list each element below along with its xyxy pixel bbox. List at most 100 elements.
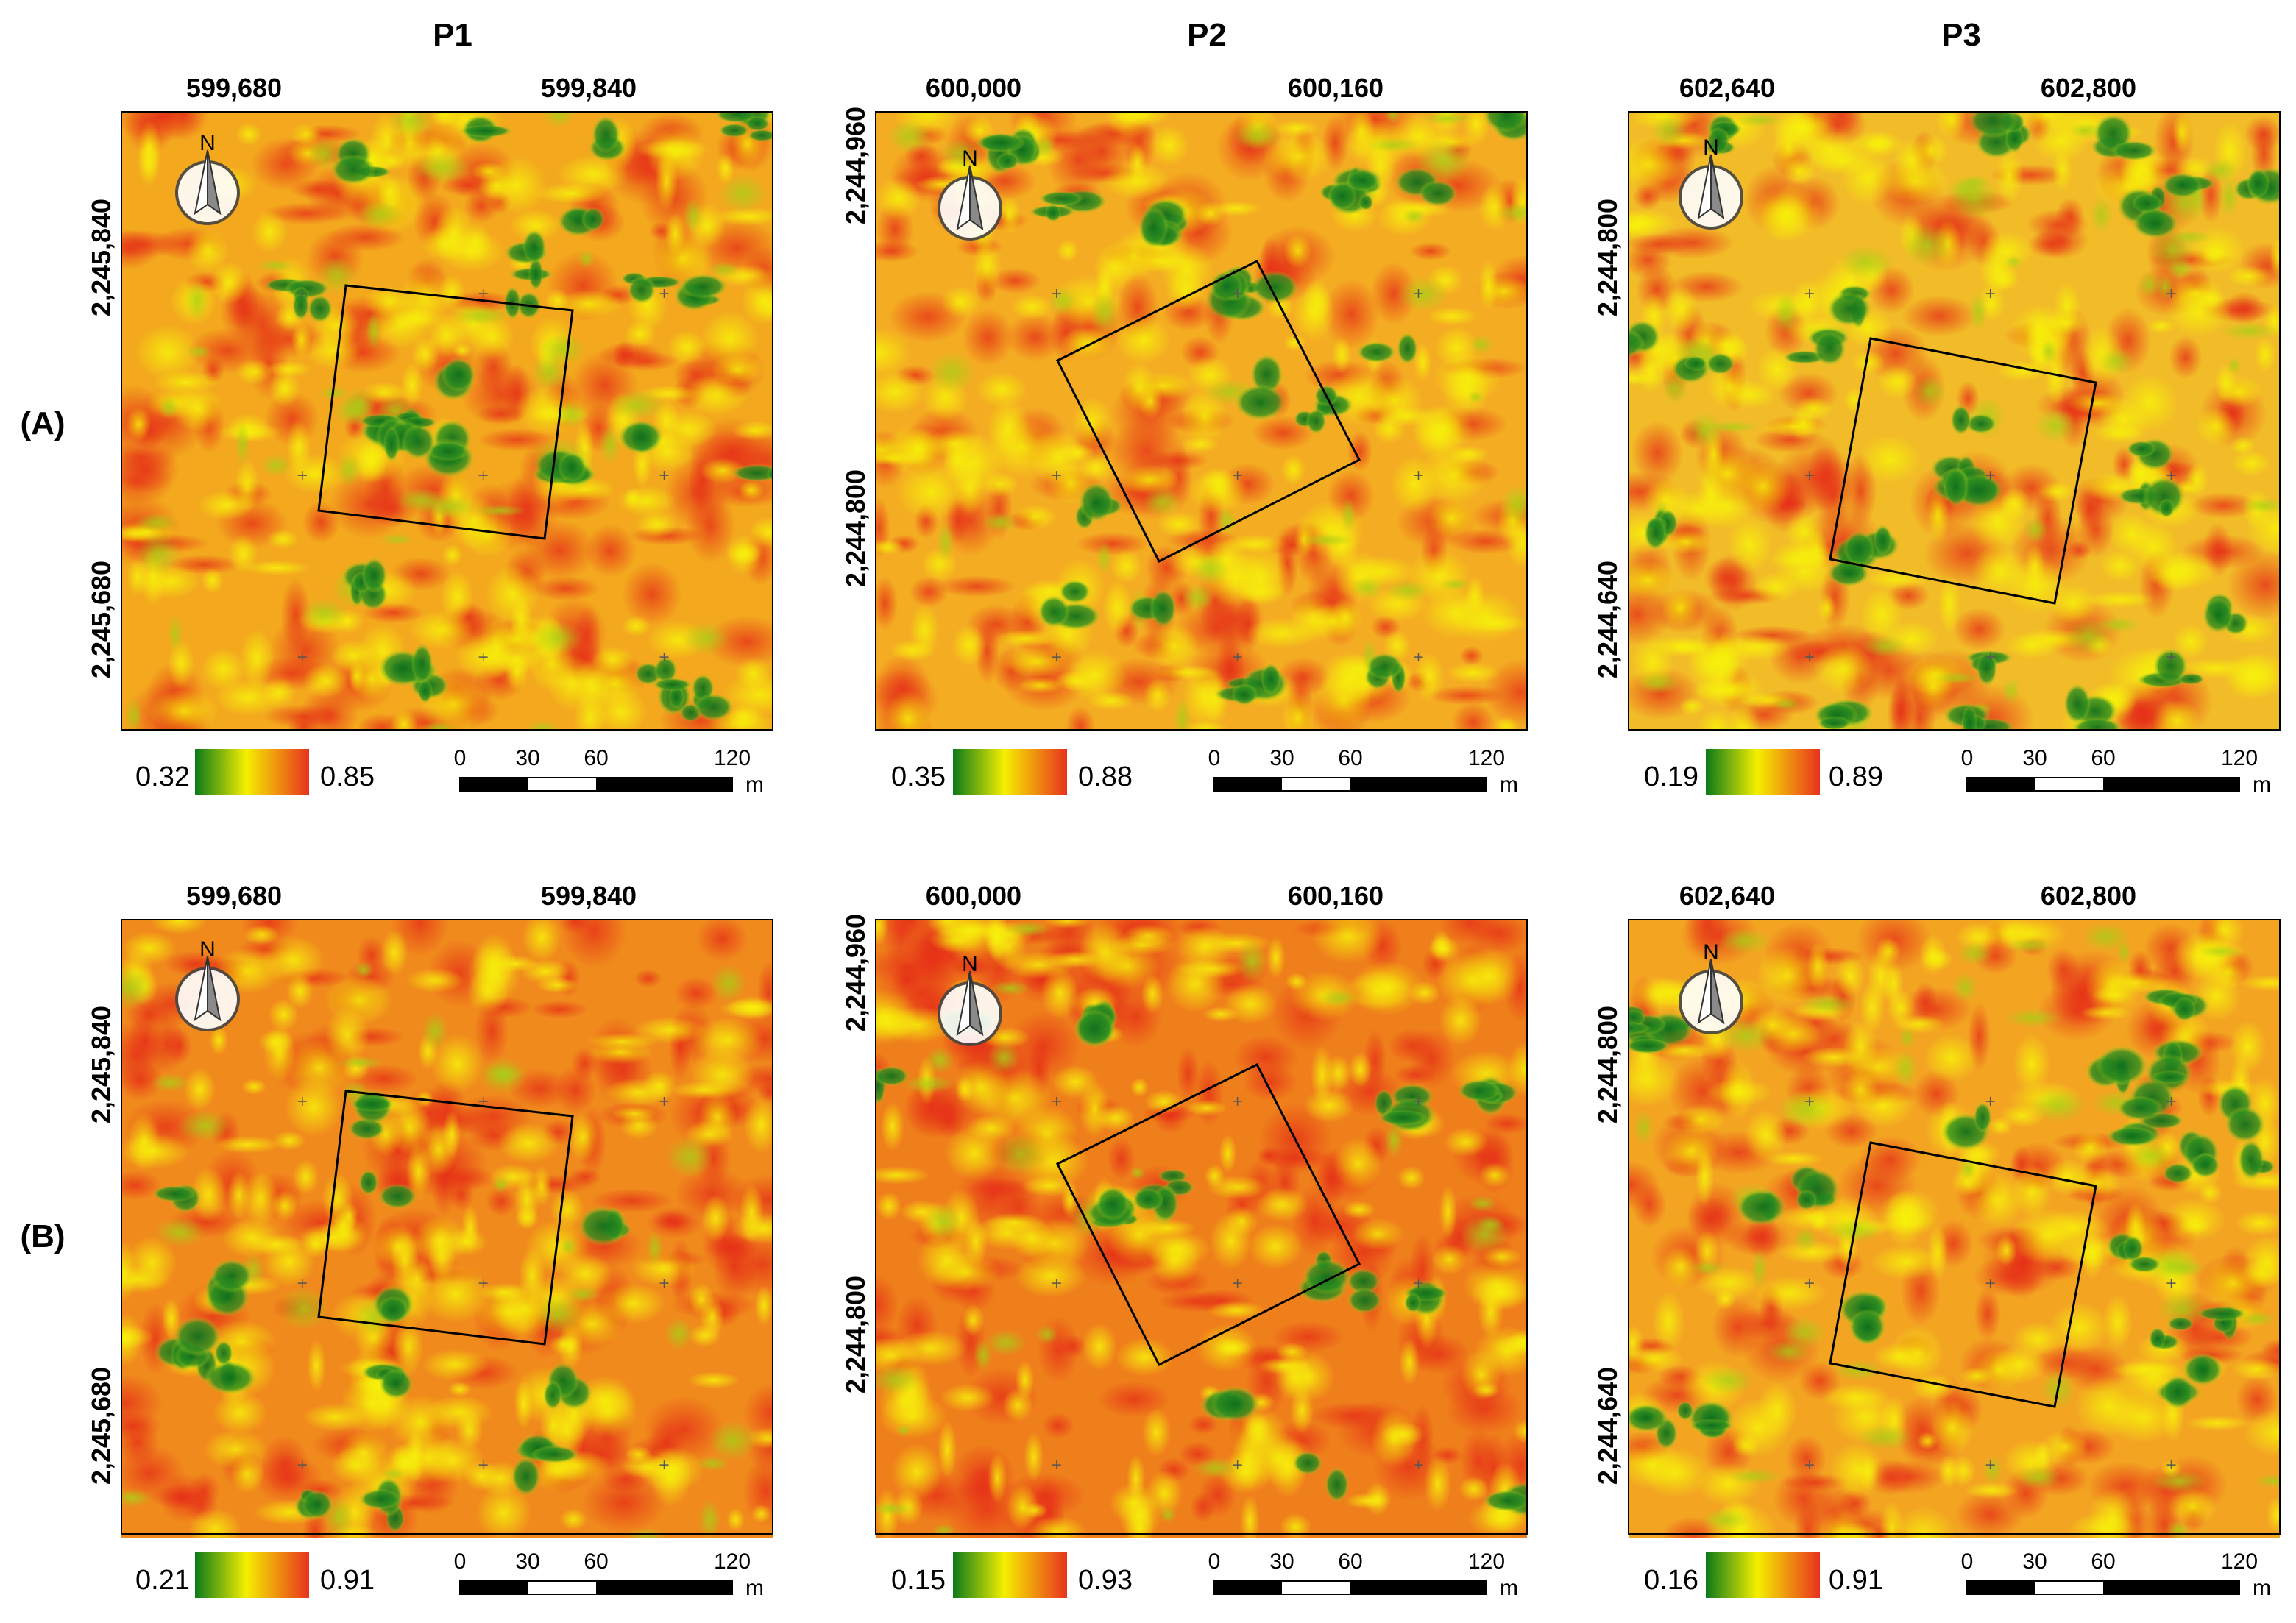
scale-bar-tick: 30 xyxy=(2022,1549,2047,1574)
north-arrow-icon: N xyxy=(938,146,1002,241)
scale-bar-tick: 0 xyxy=(454,1549,467,1574)
scale-bar-tick: 120 xyxy=(1468,1549,1505,1574)
legend-min-value: 0.32 xyxy=(135,761,190,792)
legend-color-ramp xyxy=(195,1552,309,1598)
legend-min-value: 0.21 xyxy=(135,1565,190,1596)
scale-bar-unit: m xyxy=(1500,773,1518,797)
map-frame xyxy=(121,111,773,731)
scale-bar-tick: 30 xyxy=(1269,1549,1294,1574)
panel-a-p2: 600,000 600,160 2,244,960 2,244,800 N 0.… xyxy=(840,73,1528,797)
scale-bar-tick: 30 xyxy=(515,1549,539,1574)
scale-bar: 0 30 60 120 m xyxy=(1208,1549,1518,1600)
north-label: N xyxy=(1703,135,1719,160)
y-tick-label: 2,244,800 xyxy=(840,469,871,587)
color-legend: 0.21 0.91 xyxy=(135,1552,375,1598)
plot-boundary xyxy=(1055,1062,1361,1367)
scale-bar-tick: 120 xyxy=(714,1549,751,1574)
north-label: N xyxy=(1703,940,1719,965)
scale-bar: 0 30 60 120 m xyxy=(454,746,764,797)
scale-bar-tick: 0 xyxy=(1208,746,1221,770)
scale-bar-tick: 0 xyxy=(1208,1549,1221,1574)
scale-bar-tick: 60 xyxy=(1338,746,1362,770)
y-tick-label: 2,245,840 xyxy=(86,199,116,316)
x-tick-label: 600,160 xyxy=(1288,73,1383,103)
north-arrow-icon: N xyxy=(175,937,240,1031)
scale-bar-unit: m xyxy=(2253,773,2271,797)
scale-bar-tick: 120 xyxy=(714,746,751,770)
north-label: N xyxy=(962,146,978,171)
north-arrow-icon: N xyxy=(1679,940,1743,1034)
y-tick-label: 2,244,640 xyxy=(1592,1367,1623,1485)
legend-max-value: 0.93 xyxy=(1078,1565,1133,1596)
legend-min-value: 0.19 xyxy=(1644,761,1698,792)
panel-b-p3: 602,640 602,800 2,244,800 2,244,640 N 0.… xyxy=(1592,881,2281,1600)
legend-color-ramp xyxy=(1706,749,1820,795)
map-frame xyxy=(875,919,1528,1535)
x-tick-label: 602,800 xyxy=(2041,73,2136,103)
legend-color-ramp xyxy=(953,1552,1067,1598)
plot-boundary xyxy=(1055,259,1361,564)
scale-bar: 0 30 60 120 m xyxy=(1208,746,1518,797)
y-tick-label: 2,245,680 xyxy=(86,1367,116,1485)
scale-bar-tick: 0 xyxy=(454,746,467,770)
color-legend: 0.15 0.93 xyxy=(891,1552,1133,1598)
y-tick-label: 2,245,680 xyxy=(86,561,116,678)
y-tick-label: 2,244,640 xyxy=(1592,561,1623,678)
scale-bar-tick: 60 xyxy=(2091,1549,2115,1574)
north-label: N xyxy=(962,952,978,976)
plot-boundary xyxy=(317,284,574,540)
row-label-b: (B) xyxy=(20,1218,65,1254)
column-title-p1: P1 xyxy=(433,17,472,53)
scale-bar-unit: m xyxy=(745,1576,764,1600)
legend-min-value: 0.15 xyxy=(891,1565,946,1596)
y-tick-label: 2,244,800 xyxy=(1592,1006,1623,1123)
x-tick-label: 602,640 xyxy=(1679,73,1775,103)
y-tick-label: 2,244,960 xyxy=(840,107,871,224)
panel-a-p1: 599,680 599,840 2,245,840 2,245,680 N 0.… xyxy=(86,73,773,797)
map-frame xyxy=(875,111,1528,731)
scale-bar-tick: 0 xyxy=(1961,1549,1974,1574)
north-arrow-icon: N xyxy=(938,952,1002,1046)
map-image xyxy=(1629,112,2280,730)
color-legend: 0.16 0.91 xyxy=(1644,1552,1883,1598)
scale-bar-tick: 120 xyxy=(2221,1549,2258,1574)
scale-bar-tick: 30 xyxy=(515,746,539,770)
scale-bar-unit: m xyxy=(2253,1576,2271,1600)
column-title-p3: P3 xyxy=(1941,17,1981,53)
x-tick-label: 600,160 xyxy=(1288,881,1383,911)
legend-max-value: 0.91 xyxy=(1829,1565,1883,1596)
plot-boundary xyxy=(1829,337,2097,605)
x-tick-label: 600,000 xyxy=(926,73,1021,103)
y-tick-label: 2,244,800 xyxy=(1592,199,1623,316)
color-legend: 0.19 0.89 xyxy=(1644,749,1883,795)
color-legend: 0.35 0.88 xyxy=(891,749,1133,795)
scale-bar: 0 30 60 120 m xyxy=(1961,746,2271,797)
y-tick-label: 2,244,800 xyxy=(840,1276,871,1393)
column-title-p2: P2 xyxy=(1187,17,1227,53)
scale-bar-unit: m xyxy=(745,773,764,797)
x-tick-label: 599,680 xyxy=(186,73,282,103)
north-label: N xyxy=(199,131,216,155)
x-tick-label: 600,000 xyxy=(926,881,1021,911)
legend-max-value: 0.91 xyxy=(320,1565,375,1596)
scale-bar-tick: 60 xyxy=(1338,1549,1362,1574)
legend-max-value: 0.89 xyxy=(1829,761,1883,792)
legend-max-value: 0.85 xyxy=(320,761,375,792)
scale-bar-tick: 60 xyxy=(2091,746,2115,770)
plot-boundary xyxy=(317,1090,574,1346)
x-tick-label: 599,840 xyxy=(541,73,637,103)
map-frame xyxy=(1628,919,2281,1535)
scale-bar-tick: 60 xyxy=(584,746,608,770)
map-image xyxy=(876,112,1527,730)
plot-boundary xyxy=(1829,1141,2097,1408)
legend-color-ramp xyxy=(1706,1552,1820,1598)
north-arrow-icon: N xyxy=(175,131,240,225)
x-tick-label: 599,680 xyxy=(186,881,282,911)
legend-min-value: 0.35 xyxy=(891,761,946,792)
map-frame xyxy=(1628,111,2281,731)
row-label-a: (A) xyxy=(20,405,65,441)
y-tick-label: 2,245,840 xyxy=(86,1006,116,1123)
panel-a-p3: 602,640 602,800 2,244,800 2,244,640 N 0.… xyxy=(1592,73,2281,797)
